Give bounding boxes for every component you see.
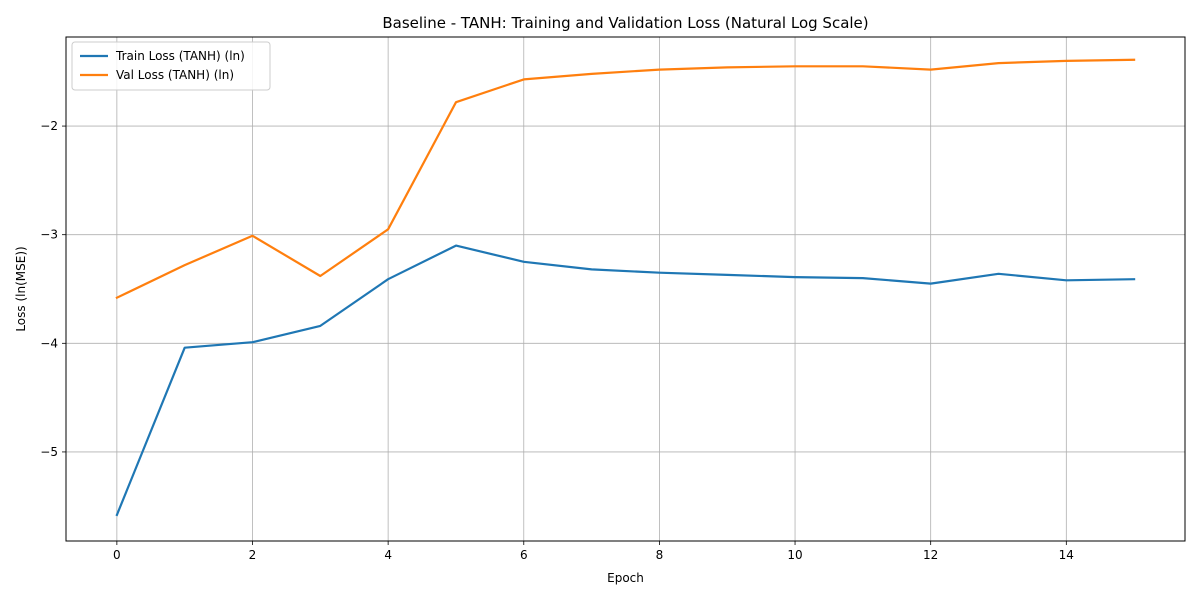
y-tick-label: −5 [40, 445, 58, 459]
axis-ticks: 0 2 4 6 8 10 12 14 −5 −4 −3 −2 [40, 119, 1074, 562]
legend-box [71, 41, 271, 91]
grid [66, 37, 1185, 541]
y-tick-label: −4 [40, 336, 58, 350]
y-tick-label: −2 [40, 119, 58, 133]
plot-frame [65, 36, 1186, 542]
series-lines [115, 58, 1136, 517]
legend-entry: Train Loss (TANH) (ln) [115, 49, 245, 63]
x-tick-label: 14 [1059, 548, 1074, 562]
x-tick-label: 8 [656, 548, 664, 562]
x-tick-label: 12 [923, 548, 938, 562]
x-tick-label: 0 [113, 548, 121, 562]
x-tick-label: 10 [787, 548, 802, 562]
x-tick-label: 4 [384, 548, 392, 562]
legend: Train Loss (TANH) (ln) Val Loss (TANH) (l… [71, 41, 271, 91]
y-axis-label: Loss (ln(MSE)) [14, 246, 28, 331]
chart-title: Baseline - TANH: Training and Validation… [382, 14, 868, 32]
x-axis-label: Epoch [607, 571, 644, 585]
series-line-train-loss [115, 244, 1136, 517]
y-tick-label: −3 [40, 228, 58, 242]
series-line-val-loss [115, 58, 1136, 300]
x-tick-label: 6 [520, 548, 528, 562]
x-tick-label: 2 [249, 548, 257, 562]
legend-entry: Val Loss (TANH) (ln) [116, 68, 234, 82]
